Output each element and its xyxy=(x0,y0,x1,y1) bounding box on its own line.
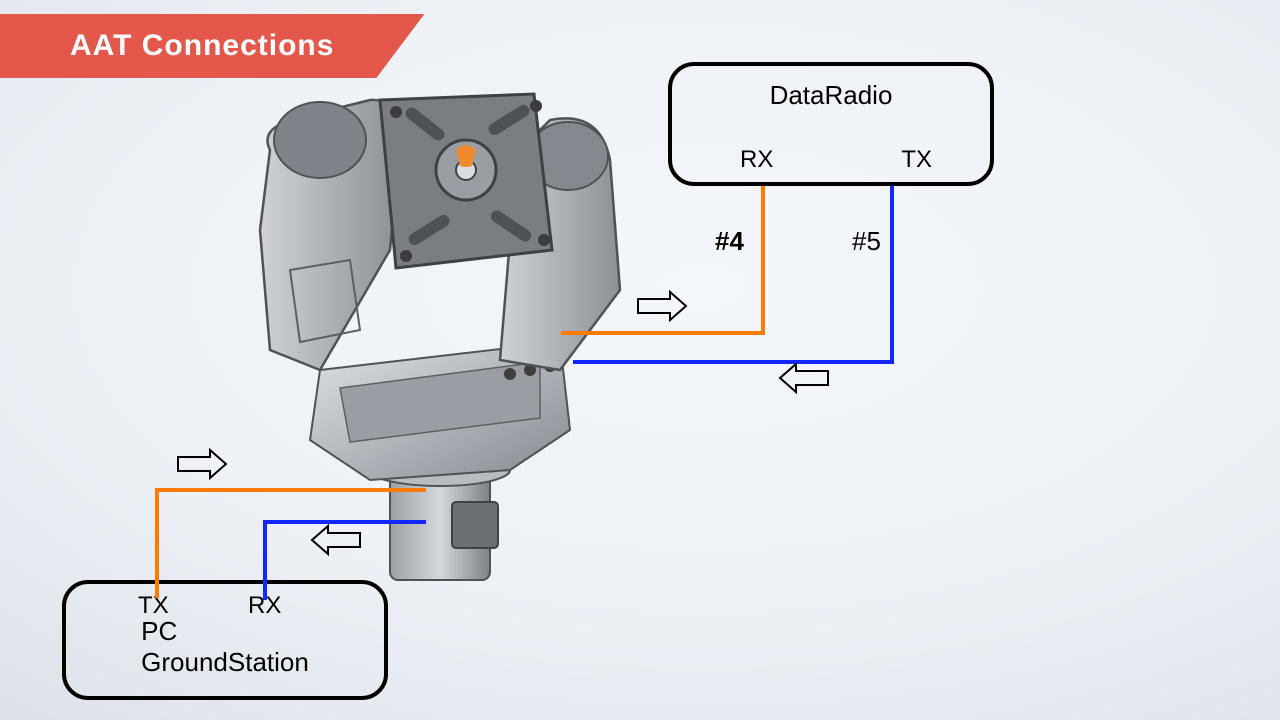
data-radio-title: DataRadio xyxy=(770,80,893,111)
title-banner: AAT Connections xyxy=(0,14,424,78)
aat-device-illustration xyxy=(200,70,630,590)
wire-label-4: #4 xyxy=(715,226,744,257)
wire-label-5: #5 xyxy=(852,226,881,257)
title-text: AAT Connections xyxy=(70,29,334,63)
data-radio-pin-tx: TX xyxy=(901,146,932,174)
diagram-canvas: AAT Connections xyxy=(0,0,1280,720)
ground-station-title: PC GroundStation xyxy=(141,616,309,678)
device-mount-plate xyxy=(380,94,552,268)
ground-station-box: TX RX PC GroundStation xyxy=(62,580,388,700)
device-left-arm xyxy=(260,100,400,370)
data-radio-pin-rx: RX xyxy=(740,146,773,174)
data-radio-box: DataRadio RX TX xyxy=(668,62,994,186)
